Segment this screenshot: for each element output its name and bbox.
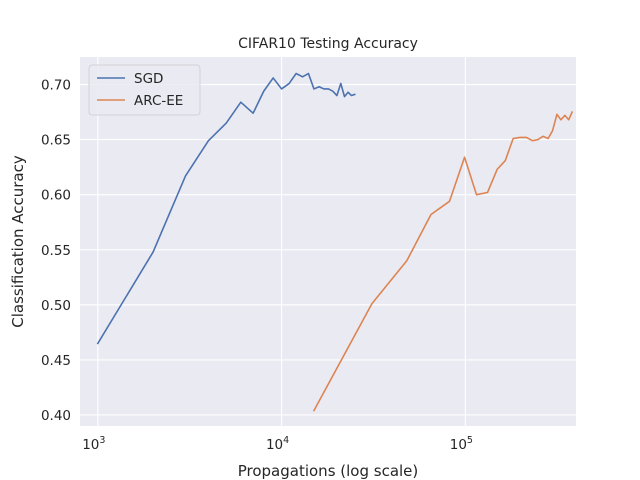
x-tick-base: 10 (450, 437, 467, 453)
series-line-sgd (96, 72, 356, 345)
x-axis: 103 104 105 (82, 435, 473, 453)
x-tick-label: 105 (450, 435, 473, 453)
series-layer (96, 72, 574, 412)
x-axis-label: Propagations (log scale) (238, 462, 419, 480)
x-tick-label: 104 (266, 435, 289, 453)
y-tick-label: 0.60 (41, 188, 71, 204)
x-tick-exponent: 5 (467, 435, 473, 446)
y-tick-label: 0.40 (41, 408, 71, 424)
x-tick-base: 10 (266, 437, 283, 453)
legend-label: SGD (134, 71, 163, 87)
y-tick-label: 0.70 (41, 78, 71, 94)
x-tick-exponent: 3 (99, 435, 105, 446)
y-tick-label: 0.50 (41, 298, 71, 314)
x-tick-base: 10 (82, 437, 99, 453)
y-tick-label: 0.55 (41, 243, 71, 259)
y-axis-label: Classification Accuracy (9, 155, 27, 328)
chart-title: CIFAR10 Testing Accuracy (238, 36, 418, 52)
y-axis: 0.40 0.45 0.50 0.55 0.60 0.65 0.70 (41, 78, 71, 424)
y-tick-label: 0.45 (41, 353, 71, 369)
x-tick-label: 103 (82, 435, 105, 453)
series-line-arc-ee (312, 111, 574, 412)
legend: SGD ARC-EE (88, 64, 201, 116)
plot-area (80, 57, 576, 426)
x-tick-exponent: 4 (283, 435, 289, 446)
legend-label: ARC-EE (134, 93, 183, 109)
y-tick-label: 0.65 (41, 133, 71, 149)
grid (80, 57, 576, 426)
